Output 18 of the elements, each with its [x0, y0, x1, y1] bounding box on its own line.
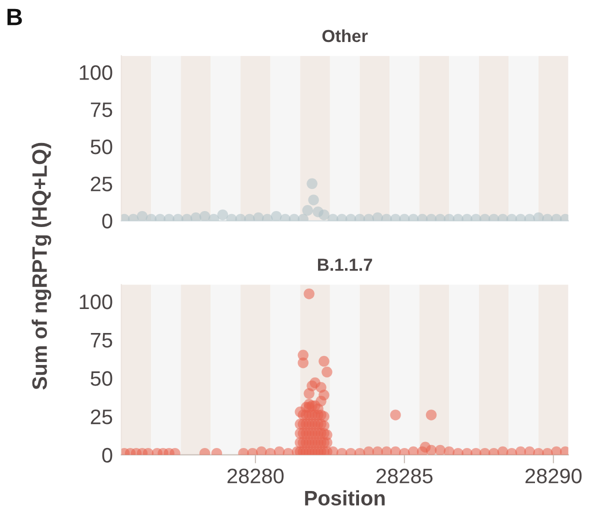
- chart-title: Other: [322, 29, 368, 42]
- x-axis-title: Position: [305, 490, 385, 506]
- y-tick-label: 50: [90, 139, 112, 154]
- y-tick-label: 0: [102, 214, 112, 229]
- y-tick-label: 75: [90, 333, 112, 348]
- y-tick-label: 50: [90, 371, 112, 386]
- y-tick-label: 100: [80, 294, 112, 310]
- y-tick-label: 25: [90, 176, 112, 192]
- text: B: [8, 8, 22, 26]
- y-tick-label: 75: [90, 102, 112, 118]
- y-tick-label: 100: [80, 65, 112, 80]
- y-tick-label: 0: [102, 448, 112, 463]
- x-tick-label: 28285: [376, 468, 433, 484]
- y-tick-label: 25: [90, 410, 112, 424]
- x-tick-label: 28290: [526, 468, 582, 484]
- y-axis-title: Sum of ngRPTg (HQ+LQ): [32, 142, 52, 390]
- x-tick-label: 28280: [228, 468, 284, 484]
- chart-title: B.1.1.7: [318, 258, 372, 271]
